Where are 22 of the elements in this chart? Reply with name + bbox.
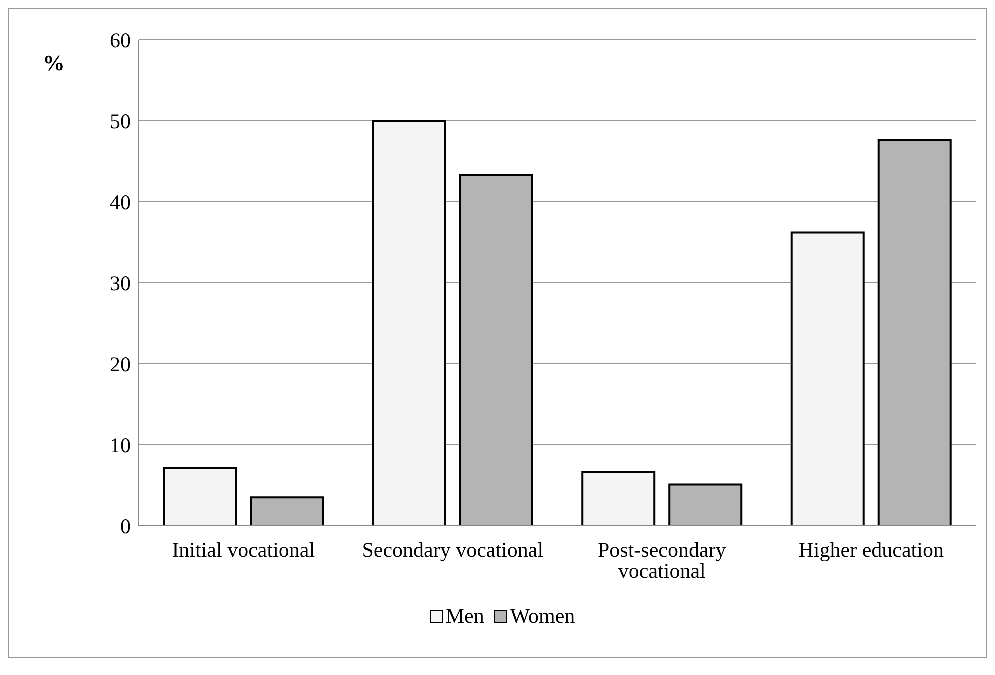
y-tick-label: 20 (110, 352, 131, 376)
x-tick-label: Initial vocational (172, 538, 316, 562)
y-tick-label: 30 (110, 271, 131, 296)
x-tick-label: Higher education (798, 538, 944, 562)
y-tick-label: 0 (120, 514, 131, 538)
x-tick-label: Post-secondary vocational (598, 538, 727, 583)
y-tick-label: 10 (110, 433, 131, 458)
y-tick-label: 50 (110, 109, 131, 134)
y-axis-title: % (43, 50, 65, 76)
bar (250, 496, 324, 526)
bar (790, 232, 865, 526)
bar (582, 472, 656, 526)
bar (878, 139, 952, 526)
x-tick-label: Secondary vocational (362, 538, 544, 562)
legend-label: Men (446, 604, 484, 629)
bar (163, 467, 238, 526)
bar (668, 484, 743, 526)
bar (459, 174, 534, 526)
legend-label: Women (510, 604, 576, 629)
y-tick-label: 60 (110, 28, 131, 52)
y-tick-label: 40 (110, 190, 131, 214)
bar (372, 120, 446, 526)
